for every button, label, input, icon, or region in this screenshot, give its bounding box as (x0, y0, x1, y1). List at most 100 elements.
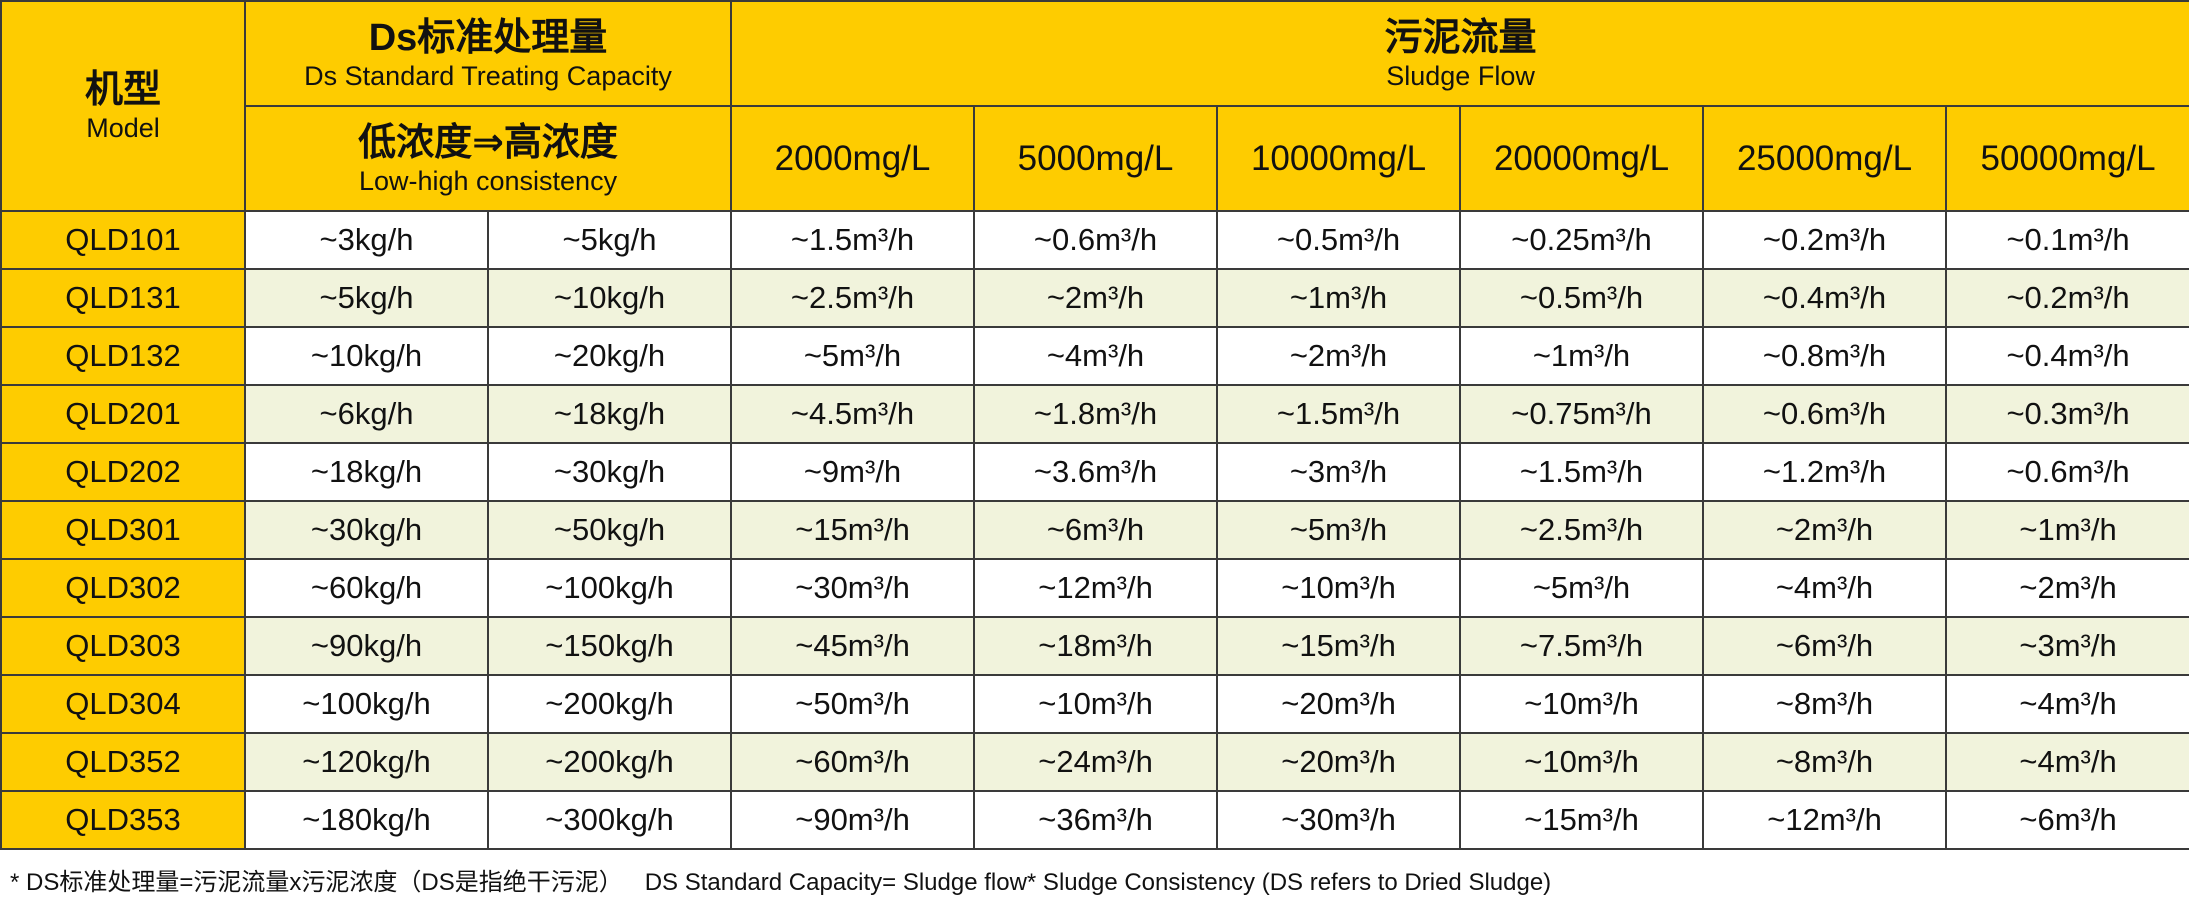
table-cell: ~6m³/h (1945, 790, 2189, 850)
table-cell: ~0.8m³/h (1702, 326, 1948, 386)
concentration-header: 10000mg/L (1216, 105, 1462, 212)
header-text: 机型 (84, 69, 161, 111)
table-cell: ~0.75m³/h (1459, 384, 1705, 444)
table-cell: ~2m³/h (1945, 558, 2189, 618)
table-cell: ~90kg/h (244, 616, 489, 676)
footnote: * DS标准处理量=污泥流量x污泥浓度（DS是指绝干污泥） DS Standard… (10, 862, 1573, 897)
table-cell: ~90m³/h (730, 790, 976, 850)
table-cell: ~3kg/h (244, 210, 489, 270)
table-cell: ~4m³/h (1945, 732, 2189, 792)
concentration-header: 2000mg/L (730, 105, 976, 212)
footnote-zh: * DS标准处理量=污泥流量x污泥浓度（DS是指绝干污泥） (10, 869, 623, 896)
model-header: 机型 Model (0, 0, 246, 212)
concentration-header: 5000mg/L (973, 105, 1219, 212)
table-row: QLD101 ~3kg/h ~5kg/h ~1.5m³/h ~0.6m³/h ~0.5m³… (0, 210, 2189, 270)
table-cell: ~3m³/h (1216, 442, 1462, 502)
concentration-header: 50000mg/L (1945, 105, 2189, 212)
table-cell: ~0.25m³/h (1459, 210, 1705, 270)
header-text: 污泥流量 (1384, 16, 1537, 59)
table-cell: ~20m³/h (1216, 732, 1462, 792)
table-cell: ~15m³/h (1216, 616, 1462, 676)
table-cell: ~12m³/h (1702, 790, 1948, 850)
table-cell: ~60kg/h (244, 558, 489, 618)
model-cell: QLD132 (0, 326, 246, 386)
model-cell: QLD303 (0, 616, 246, 676)
table-row: QLD132 ~10kg/h ~20kg/h ~5m³/h ~4m³/h ~2m³/h ~1… (0, 326, 2189, 386)
table-cell: ~2.5m³/h (1459, 500, 1705, 560)
table-cell: ~6kg/h (244, 384, 489, 444)
table-cell: ~15m³/h (1459, 790, 1705, 850)
table-cell: ~2m³/h (973, 268, 1219, 328)
table-cell: ~0.3m³/h (1945, 384, 2189, 444)
model-cell: QLD201 (0, 384, 246, 444)
table-cell: ~7.5m³/h (1459, 616, 1705, 676)
table-row: QLD353 ~180kg/h ~300kg/h ~90m³/h ~36m³/h ~30m… (0, 790, 2189, 850)
table-cell: ~18kg/h (486, 384, 733, 444)
model-cell: QLD131 (0, 268, 246, 328)
flow-header: 污泥流量 Sludge Flow (730, 0, 2189, 107)
table-cell: ~24m³/h (973, 732, 1219, 792)
table-row: QLD304 ~100kg/h ~200kg/h ~50m³/h ~10m³/h ~20m… (0, 674, 2189, 734)
header-text: Ds标准处理量 (368, 16, 608, 59)
header-text: Low-high consistency (358, 165, 618, 196)
table-cell: ~200kg/h (486, 732, 733, 792)
model-cell: QLD352 (0, 732, 246, 792)
table-cell: ~1.2m³/h (1702, 442, 1948, 502)
table-cell: ~100kg/h (244, 674, 489, 734)
table-cell: ~30kg/h (244, 500, 489, 560)
table-cell: ~2.5m³/h (730, 268, 976, 328)
table-cell: ~9m³/h (730, 442, 976, 502)
table-cell: ~4.5m³/h (730, 384, 976, 444)
table-cell: ~1m³/h (1945, 500, 2189, 560)
model-cell: QLD304 (0, 674, 246, 734)
table-cell: ~45m³/h (730, 616, 976, 676)
table-cell: ~15m³/h (730, 500, 976, 560)
model-cell: QLD301 (0, 500, 246, 560)
table-cell: ~10m³/h (1459, 674, 1705, 734)
table-cell: ~4m³/h (1945, 674, 2189, 734)
table-cell: ~180kg/h (244, 790, 489, 850)
table-cell: ~10m³/h (973, 674, 1219, 734)
table-row: QLD201 ~6kg/h ~18kg/h ~4.5m³/h ~1.8m³/h ~1.5m… (0, 384, 2189, 444)
table-cell: ~10m³/h (1216, 558, 1462, 618)
table-cell: ~0.6m³/h (1945, 442, 2189, 502)
table-cell: ~1.5m³/h (1459, 442, 1705, 502)
table-cell: ~18m³/h (973, 616, 1219, 676)
table-cell: ~120kg/h (244, 732, 489, 792)
table-cell: ~30m³/h (730, 558, 976, 618)
table-cell: ~0.5m³/h (1459, 268, 1705, 328)
table-cell: ~1.5m³/h (1216, 384, 1462, 444)
table-cell: ~0.2m³/h (1702, 210, 1948, 270)
table-cell: ~50kg/h (486, 500, 733, 560)
model-cell: QLD302 (0, 558, 246, 618)
table-cell: ~2m³/h (1216, 326, 1462, 386)
table-cell: ~10kg/h (244, 326, 489, 386)
table-cell: ~0.1m³/h (1945, 210, 2189, 270)
table-cell: ~0.4m³/h (1945, 326, 2189, 386)
table-row: QLD202 ~18kg/h ~30kg/h ~9m³/h ~3.6m³/h ~3m³/h… (0, 442, 2189, 502)
table-cell: ~10m³/h (1459, 732, 1705, 792)
table-cell: ~12m³/h (973, 558, 1219, 618)
table-cell: ~200kg/h (486, 674, 733, 734)
table-cell: ~60m³/h (730, 732, 976, 792)
table-cell: ~5kg/h (244, 268, 489, 328)
table-cell: ~8m³/h (1702, 674, 1948, 734)
table-cell: ~18kg/h (244, 442, 489, 502)
concentration-header: 20000mg/L (1459, 105, 1705, 212)
table-row: QLD301 ~30kg/h ~50kg/h ~15m³/h ~6m³/h ~5m³/h ~… (0, 500, 2189, 560)
table-row: QLD352 ~120kg/h ~200kg/h ~60m³/h ~24m³/h ~20m… (0, 732, 2189, 792)
table-row: QLD302 ~60kg/h ~100kg/h ~30m³/h ~12m³/h ~10m³… (0, 558, 2189, 618)
table-cell: ~0.4m³/h (1702, 268, 1948, 328)
footnote-en: DS Standard Capacity= Sludge flow* Sludg… (644, 869, 1552, 896)
table-cell: ~4m³/h (1702, 558, 1948, 618)
table-cell: ~6m³/h (973, 500, 1219, 560)
table-cell: ~1.8m³/h (973, 384, 1219, 444)
table-cell: ~3m³/h (1945, 616, 2189, 676)
table-cell: ~30m³/h (1216, 790, 1462, 850)
table-cell: ~5m³/h (1459, 558, 1705, 618)
header-text: Sludge Flow (1386, 60, 1535, 91)
table-cell: ~300kg/h (486, 790, 733, 850)
table-cell: ~2m³/h (1702, 500, 1948, 560)
table-cell: ~5m³/h (730, 326, 976, 386)
header-text: 低浓度⇒高浓度 (358, 121, 618, 164)
